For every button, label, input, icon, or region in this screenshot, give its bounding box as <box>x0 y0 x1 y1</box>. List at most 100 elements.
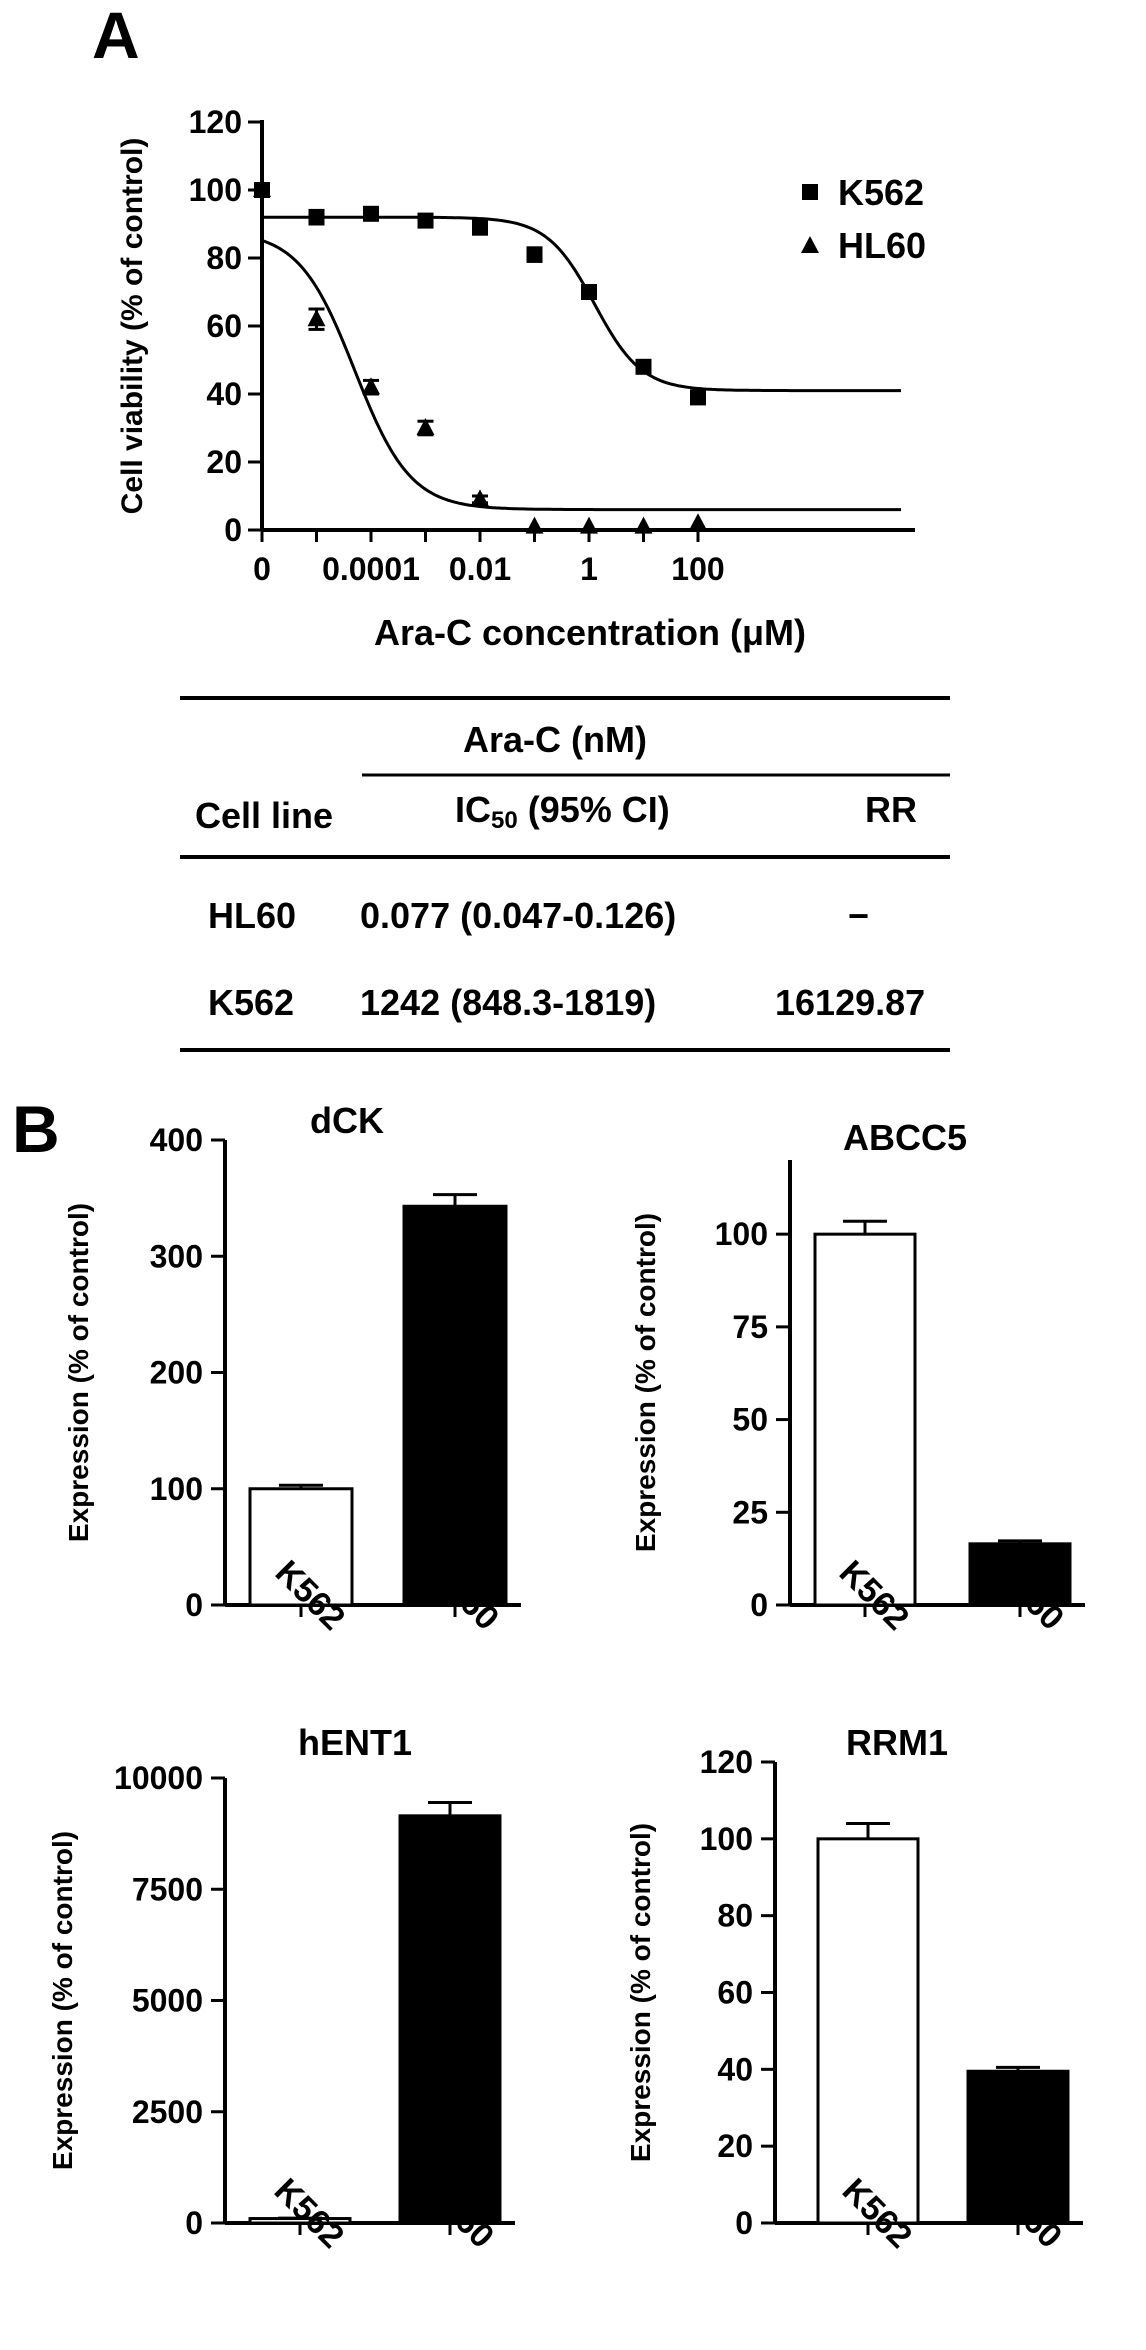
y-tick-label: 20 <box>206 444 242 480</box>
table-cell-ic50: 0.077 (0.047-0.126) <box>360 895 676 936</box>
table-cell-rr: 16129.87 <box>775 982 925 1023</box>
y-tick-label: 0 <box>185 1587 203 1623</box>
y-tick-label: 60 <box>206 308 242 344</box>
y-tick-label: 100 <box>700 1821 753 1857</box>
k562-point <box>526 246 543 263</box>
legend-hl60-label: HL60 <box>838 225 926 266</box>
table-cell-line: K562 <box>208 982 294 1023</box>
dose-response-points <box>253 180 707 534</box>
table-cell-rr: − <box>848 895 869 936</box>
table-row: K562 1242 (848.3-1819) 16129.87 <box>208 982 925 1023</box>
hl60-point <box>307 309 326 327</box>
dose-response-axes: 0 20 40 60 80 100 120 0 0.0001 0.01 1 100 Ara-C conc… <box>116 104 915 653</box>
x-category-label: K562 <box>267 2171 351 2255</box>
bar-chart-title: ABCC5 <box>843 1117 967 1158</box>
bar-k562 <box>813 1232 917 1607</box>
hl60-point <box>471 489 489 507</box>
rrm1-bar-chart: RRM1 0 20 40 60 80 100 120 Expression (% of cont… <box>625 1722 1083 2256</box>
hl60-point <box>253 180 271 197</box>
y-tick-label: 100 <box>150 1471 203 1507</box>
k562-point <box>635 358 652 375</box>
table-cell-ic50: 1242 (848.3-1819) <box>360 982 656 1023</box>
legend-k562-marker <box>802 184 818 200</box>
dose-response-legend: K562 HL60 <box>801 172 926 266</box>
hl60-point <box>689 513 707 531</box>
y-tick-label: 300 <box>150 1238 203 1274</box>
hl60-point <box>580 516 598 534</box>
bar-chart-title: dCK <box>310 1100 384 1141</box>
table-cell-line: HL60 <box>208 895 296 936</box>
dck-bar-chart: dCK 0 100 200 300 400 Expression (% of control… <box>63 1100 521 1638</box>
y-tick-label: 200 <box>150 1355 203 1391</box>
y-tick-label: 40 <box>717 2051 753 2087</box>
x-tick-label: 0 <box>253 551 271 587</box>
y-tick-label: 10000 <box>114 1760 203 1796</box>
y-tick-label: 80 <box>206 240 242 276</box>
hl60-point <box>416 418 435 435</box>
fit-curve-hl60 <box>261 239 901 512</box>
y-tick-label: 60 <box>717 1975 753 2011</box>
table-row: HL60 0.077 (0.047-0.126) − <box>208 895 869 936</box>
y-tick-label: 7500 <box>132 1871 203 1907</box>
hl60-point <box>525 516 544 534</box>
table-col-ic50-ic: IC <box>455 789 491 830</box>
legend-k562-label: K562 <box>838 172 924 213</box>
y-tick-label: 0 <box>224 512 242 548</box>
y-tick-label: 0 <box>750 1587 768 1623</box>
bar-k562 <box>816 1837 920 2225</box>
hl60-point <box>362 377 380 395</box>
x-tick-label: 1 <box>580 551 598 587</box>
bar-chart-title: hENT1 <box>298 1722 412 1763</box>
y-tick-label: 0 <box>185 2205 203 2241</box>
y-tick-label: 25 <box>732 1494 768 1530</box>
y-axis-label: Cell viability (% of control) <box>116 138 149 515</box>
table-col-rr: RR <box>865 789 917 830</box>
bar-hl60 <box>966 2069 1070 2225</box>
y-tick-label: 100 <box>715 1216 768 1252</box>
x-tick-label: 100 <box>671 551 724 587</box>
y-tick-label: 50 <box>732 1402 768 1438</box>
y-axis-label: Expression (% of control) <box>47 1831 78 2170</box>
y-axis-label: Expression (% of control) <box>630 1213 661 1552</box>
k562-point <box>417 212 434 229</box>
ic50-table: Ara-C (nM) Cell line IC50 (95% CI) RR HL… <box>180 696 950 1052</box>
x-tick-label: 0.0001 <box>322 551 420 587</box>
table-col-ic50-sub: 50 <box>491 807 518 834</box>
y-tick-label: 120 <box>189 104 242 140</box>
bar-chart-title: RRM1 <box>846 1722 948 1763</box>
table-col-ic50: IC50 (95% CI) <box>455 789 670 834</box>
k562-point <box>472 219 488 236</box>
y-tick-label: 75 <box>732 1309 768 1345</box>
bar-k562 <box>248 1487 354 1607</box>
fit-curve-k562 <box>262 215 901 393</box>
y-tick-label: 400 <box>150 1122 203 1158</box>
abcc5-bar-chart: ABCC5 0 25 50 75 100 Expression (% of control)… <box>630 1117 1085 1638</box>
y-tick-label: 40 <box>206 376 242 412</box>
y-tick-label: 20 <box>717 2128 753 2164</box>
k562-point <box>308 209 325 226</box>
panel-label-a: A <box>92 0 140 72</box>
x-tick-label: 0.01 <box>449 551 511 587</box>
k562-point <box>363 205 379 222</box>
table-col-ic50-suffix: (95% CI) <box>518 789 670 830</box>
bar-hl60 <box>398 1814 502 2225</box>
legend-hl60-marker <box>801 236 819 253</box>
hl60-point <box>634 516 653 534</box>
bar-hl60 <box>402 1204 508 1607</box>
panel-label-b: B <box>12 1092 60 1166</box>
y-tick-label: 2500 <box>132 2094 203 2130</box>
y-tick-label: 80 <box>717 1898 753 1934</box>
y-tick-label: 100 <box>189 172 242 208</box>
table-col-cell-line: Cell line <box>195 795 333 836</box>
y-tick-label: 0 <box>735 2205 753 2241</box>
table-group-header: Ara-C (nM) <box>463 719 647 760</box>
k562-point <box>690 389 706 406</box>
dose-response-chart: 0 20 40 60 80 100 120 0 0.0001 0.01 1 100 Ara-C conc… <box>116 104 926 653</box>
dose-response-fit-curves <box>261 215 901 512</box>
y-tick-label: 5000 <box>132 1983 203 2019</box>
hent1-bar-chart: hENT1 0 2500 5000 7500 10000 Expression (% of … <box>47 1722 515 2256</box>
k562-point <box>581 284 597 300</box>
bar-hl60 <box>968 1542 1072 1607</box>
y-tick-label: 120 <box>700 1744 753 1780</box>
